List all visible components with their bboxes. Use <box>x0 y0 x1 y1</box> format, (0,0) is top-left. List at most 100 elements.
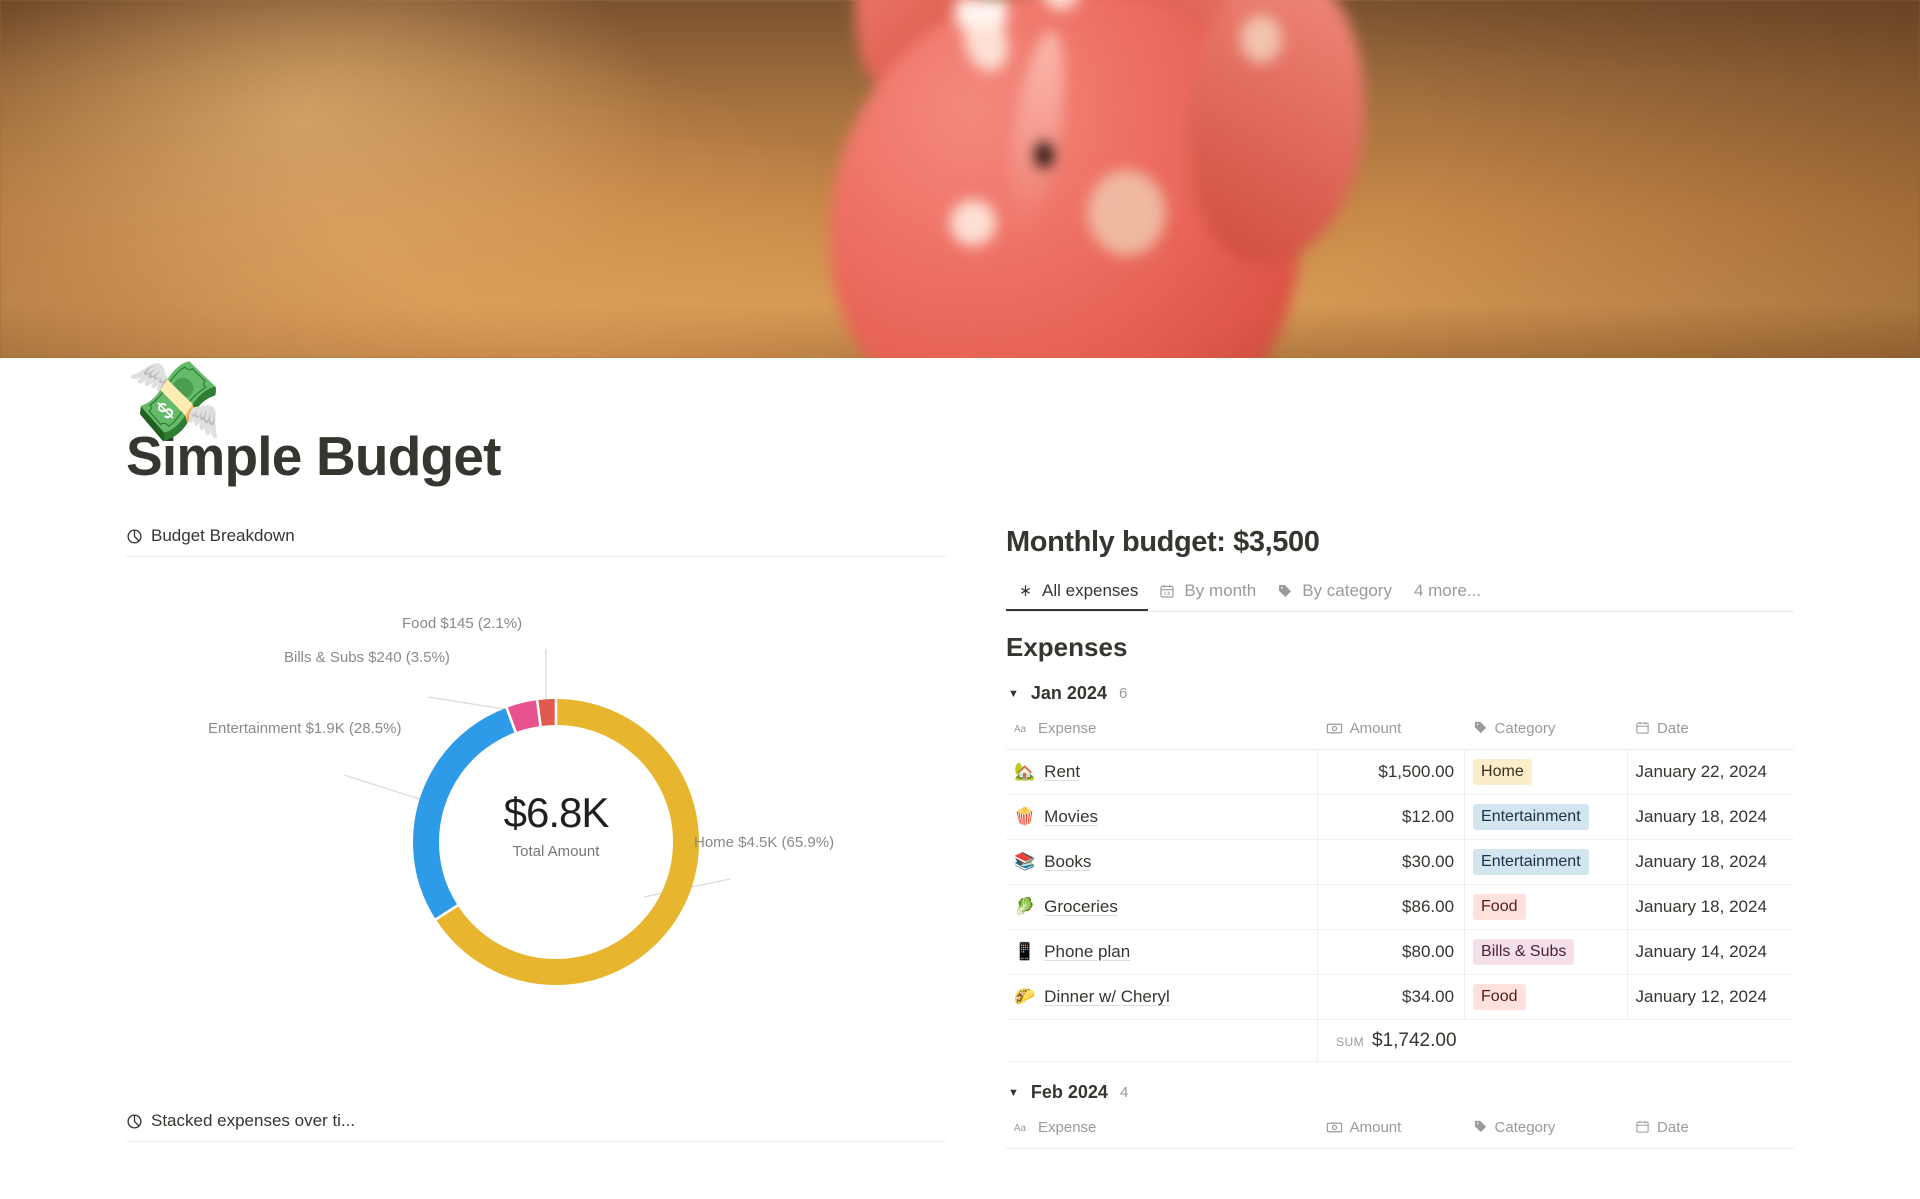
cell-expense[interactable]: 🥬 Groceries <box>1006 884 1319 930</box>
table-row[interactable]: 🥬 Groceries $86.00 Food January 18, 2024 <box>1006 884 1794 930</box>
cell-expense[interactable]: 📚 Books <box>1006 839 1319 885</box>
column-label: Date <box>1657 1119 1689 1136</box>
right-column: Monthly budget: $3,500 All expenses <box>1006 526 1794 1199</box>
page-title[interactable]: Simple Budget <box>126 425 501 487</box>
stacked-chart-block-header[interactable]: Stacked expenses over ti... <box>126 1111 946 1141</box>
piggy-nostril <box>1035 142 1053 168</box>
expense-name[interactable]: Books <box>1044 852 1092 871</box>
svg-text:Aa: Aa <box>1014 1123 1027 1134</box>
table-row[interactable]: 📚 Books $30.00 Entertainment January 18, … <box>1006 839 1794 885</box>
cell-category[interactable]: Food <box>1464 884 1628 930</box>
cell-category[interactable]: Home <box>1464 749 1628 795</box>
table-row[interactable]: 🍿 Movies $12.00 Entertainment January 18,… <box>1006 794 1794 840</box>
two-column-layout: Budget Breakdown <box>126 526 1794 1199</box>
cell-amount[interactable]: $30.00 <box>1317 839 1466 885</box>
cell-date[interactable]: January 22, 2024 <box>1627 749 1794 795</box>
tab-all-expenses[interactable]: All expenses <box>1006 575 1148 611</box>
cell-expense[interactable]: 🌮 Dinner w/ Cheryl <box>1006 974 1319 1020</box>
pie-chart-icon <box>126 528 143 545</box>
cell-category[interactable]: Bills & Subs <box>1464 929 1628 975</box>
budget-donut-chart[interactable]: $6.8K Total Amount Food $145 (2.1%) Bill… <box>126 557 946 1047</box>
table-summary-row: SUM $1,742.00 <box>1006 1019 1794 1062</box>
table-row[interactable]: 🏡 Rent $1,500.00 Home January 22, 2024 <box>1006 749 1794 795</box>
group-header-feb-2024[interactable]: ▼ Feb 2024 4 <box>1006 1082 1794 1103</box>
expense-name[interactable]: Phone plan <box>1044 942 1131 961</box>
donut-center-label: $6.8K Total Amount <box>426 789 686 860</box>
tabs-more-button[interactable]: 4 more... <box>1413 581 1482 600</box>
table-row[interactable]: 📱 Phone plan $80.00 Bills & Subs January … <box>1006 929 1794 975</box>
cell-amount[interactable]: $80.00 <box>1317 929 1466 975</box>
column-label: Category <box>1494 1119 1556 1136</box>
row-emoji-icon: 🌮 <box>1014 987 1036 1006</box>
table-header-row: Aa Expense Amount <box>1006 714 1794 750</box>
category-pill: Entertainment <box>1473 849 1589 875</box>
chart-block-header[interactable]: Budget Breakdown <box>126 526 946 556</box>
group-name: Jan 2024 <box>1030 683 1107 703</box>
expenses-table-jan: Aa Expense Amount <box>1006 714 1794 1062</box>
chevron-down-icon[interactable]: ▼ <box>1008 1086 1019 1099</box>
left-column: Budget Breakdown <box>126 526 946 1199</box>
tab-by-category[interactable]: By category <box>1266 575 1402 611</box>
column-label: Amount <box>1349 1119 1402 1136</box>
cell-amount[interactable]: $1,500.00 <box>1317 749 1466 795</box>
column-label: Expense <box>1038 1119 1097 1136</box>
expense-name[interactable]: Rent <box>1044 762 1081 781</box>
cell-expense[interactable]: 🏡 Rent <box>1006 749 1319 795</box>
donut-svg <box>343 649 731 985</box>
cell-amount[interactable]: $86.00 <box>1317 884 1466 930</box>
pie-chart-icon <box>126 1113 143 1130</box>
sum-label: SUM <box>1336 1034 1364 1049</box>
cell-date[interactable]: January 14, 2024 <box>1627 929 1794 975</box>
chart-block-title: Budget Breakdown <box>151 526 295 545</box>
table-body: 🏡 Rent $1,500.00 Home January 22, 2024 🍿 M… <box>1006 749 1794 1062</box>
chevron-down-icon[interactable]: ▼ <box>1008 687 1019 700</box>
cell-date[interactable]: January 18, 2024 <box>1627 884 1794 930</box>
row-emoji-icon: 📱 <box>1014 942 1036 961</box>
expense-name[interactable]: Groceries <box>1044 897 1118 916</box>
tag-icon <box>1276 582 1294 600</box>
cell-amount[interactable]: $34.00 <box>1317 974 1466 1020</box>
row-emoji-icon: 🥬 <box>1014 897 1036 916</box>
cell-expense[interactable]: 🍿 Movies <box>1006 794 1319 840</box>
cell-category[interactable]: Entertainment <box>1464 794 1628 840</box>
expense-name[interactable]: Dinner w/ Cheryl <box>1044 987 1170 1006</box>
category-pill: Bills & Subs <box>1473 939 1575 965</box>
column-header-date[interactable]: Date <box>1627 1113 1794 1149</box>
tag-icon <box>1473 720 1488 739</box>
piggy-bank-photo-subject <box>770 0 1470 358</box>
column-header-expense[interactable]: Aa Expense <box>1006 1113 1318 1149</box>
stacked-chart-area[interactable] <box>126 1142 946 1199</box>
column-header-date[interactable]: Date <box>1627 714 1794 750</box>
calendar-icon <box>1635 720 1650 739</box>
donut-total-value: $6.8K <box>503 789 610 836</box>
column-header-expense[interactable]: Aa Expense <box>1006 714 1318 750</box>
donut-label-home: Home $4.5K (65.9%) <box>694 834 835 851</box>
category-pill: Entertainment <box>1473 804 1589 830</box>
table-row[interactable]: 🌮 Dinner w/ Cheryl $34.00 Food January 12… <box>1006 974 1794 1020</box>
tab-by-month[interactable]: By month <box>1148 575 1266 611</box>
sum-value: $1,742.00 <box>1372 1029 1457 1051</box>
column-header-category[interactable]: Category <box>1464 1113 1628 1149</box>
tab-label: All expenses <box>1042 581 1139 600</box>
column-header-amount[interactable]: Amount <box>1317 714 1465 750</box>
piggy-spot <box>1240 15 1282 63</box>
sum-cell[interactable]: SUM $1,742.00 <box>1317 1019 1794 1062</box>
group-count: 6 <box>1118 685 1128 702</box>
column-header-amount[interactable]: Amount <box>1317 1113 1465 1149</box>
money-icon <box>1326 1121 1343 1138</box>
expense-name[interactable]: Movies <box>1044 807 1099 826</box>
column-header-category[interactable]: Category <box>1464 714 1628 750</box>
cell-date[interactable]: January 12, 2024 <box>1627 974 1794 1020</box>
group-header-jan-2024[interactable]: ▼ Jan 2024 6 <box>1006 683 1794 704</box>
cell-amount[interactable]: $12.00 <box>1317 794 1466 840</box>
cell-expense[interactable]: 📱 Phone plan <box>1006 929 1319 975</box>
cell-date[interactable]: January 18, 2024 <box>1627 839 1794 885</box>
cell-category[interactable]: Entertainment <box>1464 839 1628 885</box>
divider <box>126 1141 946 1142</box>
column-label: Category <box>1494 720 1556 737</box>
cell-date[interactable]: January 18, 2024 <box>1627 794 1794 840</box>
donut-label-entertainment: Entertainment $1.9K (28.5%) <box>208 720 402 737</box>
page-icon-emoji[interactable]: 💸 <box>126 357 224 445</box>
cell-category[interactable]: Food <box>1464 974 1628 1020</box>
database-title[interactable]: Monthly budget: $3,500 <box>1006 526 1320 558</box>
